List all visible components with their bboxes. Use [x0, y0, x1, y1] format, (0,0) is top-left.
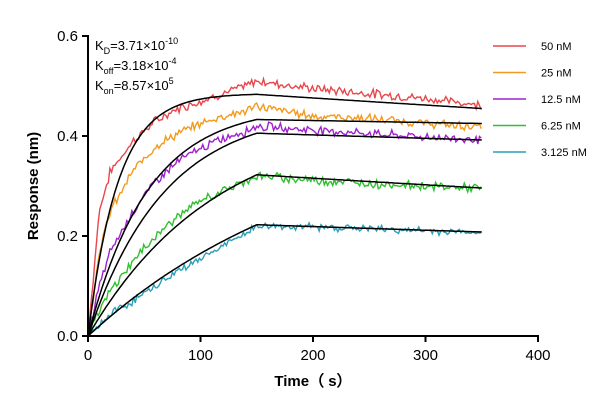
- x-tick-label: 0: [84, 347, 92, 364]
- x-axis-label: Time（ s）: [274, 372, 351, 390]
- y-tick-label: 0.0: [57, 328, 78, 345]
- fit-curve: [87, 174, 482, 337]
- y-tick-label: 0.2: [57, 228, 78, 245]
- x-tick-label: 100: [188, 347, 213, 364]
- x-tick-label: 400: [525, 347, 550, 364]
- legend-entry: 6.25 nM: [541, 121, 581, 133]
- ticks: 0 100 200 300 400 0.0 0.2 0.4 0.6: [57, 28, 550, 364]
- x-tick-label: 300: [413, 347, 438, 364]
- fit-curve: [87, 223, 482, 337]
- data-layer: [87, 76, 482, 337]
- legend-entry: 12.5 nM: [541, 94, 581, 106]
- fit-curve: [87, 118, 482, 337]
- y-tick-label: 0.6: [57, 28, 78, 45]
- legend-entry: 3.125 nM: [541, 147, 587, 159]
- data-series-line: [87, 76, 482, 337]
- legend: 50 nM 25 nM 12.5 nM 6.25 nM 3.125 nM: [493, 41, 587, 159]
- kinetic-constant: Kon=8.57×105: [95, 76, 174, 96]
- data-series-line: [87, 120, 482, 337]
- kinetic-constant: KD=3.71×10-10: [95, 36, 178, 56]
- fit-curve: [87, 93, 482, 337]
- fit-curve: [87, 132, 482, 337]
- kinetic-constant: Koff=3.18×10-4: [95, 56, 176, 76]
- x-tick-label: 200: [300, 347, 325, 364]
- y-axis-label: Response (nm): [25, 132, 42, 240]
- legend-entry: 50 nM: [541, 41, 572, 53]
- data-series-line: [87, 221, 482, 337]
- fit-curves: [87, 93, 482, 337]
- y-tick-label: 0.4: [57, 128, 78, 145]
- legend-entry: 25 nM: [541, 68, 572, 80]
